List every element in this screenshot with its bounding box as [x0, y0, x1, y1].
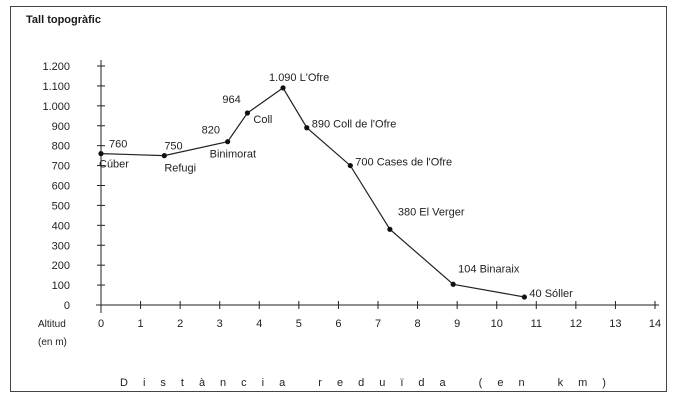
- y-ticks: 0 100 200 300 400 500 600 700 800 900 1.000 1.100 1.…: [42, 61, 105, 312]
- x-tick-label: 12: [570, 318, 582, 330]
- y-tick-label: 100: [52, 280, 70, 292]
- x-tick-label: 8: [415, 318, 421, 330]
- profile-point: [280, 85, 286, 91]
- x-tick-label: 0: [98, 318, 104, 330]
- point-annotation: 380 El Verger: [398, 206, 465, 218]
- point-annotations: 760 Cúber 750 Refugi 820 Binimorat 964 Coll 1.09…: [99, 72, 573, 300]
- y-tick-label: 900: [52, 121, 70, 133]
- profile-point: [387, 226, 393, 232]
- x-tick-label: 14: [649, 318, 661, 330]
- y-tick-label: 600: [52, 181, 70, 193]
- point-annotation: Binimorat: [210, 149, 256, 161]
- y-tick-label: 0: [64, 300, 70, 312]
- point-annotation: 820: [202, 125, 220, 137]
- profile-line: [100, 87, 525, 298]
- y-tick-label: 500: [52, 200, 70, 212]
- point-annotation: 760: [109, 139, 127, 151]
- profile-point: [347, 162, 353, 169]
- profile-point: [304, 125, 310, 131]
- point-annotation: 964: [222, 94, 240, 106]
- y-axis-label-line2: (en m): [38, 337, 67, 348]
- y-tick-label: 1.200: [42, 61, 70, 73]
- x-axis-label: Distància reduïda (en km): [120, 377, 621, 389]
- x-tick-label: 2: [177, 318, 183, 330]
- axes: [96, 60, 659, 313]
- profile-point: [521, 294, 528, 300]
- point-annotation: 40 Sóller: [529, 288, 573, 300]
- y-tick-label: 1.000: [42, 101, 70, 113]
- y-tick-label: 1.100: [42, 81, 70, 93]
- point-annotation: 1.090 L'Ofre: [269, 72, 329, 84]
- chart-title: Tall topogràfic: [26, 14, 101, 26]
- point-annotation: 750: [164, 141, 182, 153]
- y-tick-label: 300: [52, 240, 70, 252]
- point-annotation: Refugi: [164, 163, 196, 175]
- x-tick-label: 1: [138, 318, 144, 330]
- y-tick-label: 800: [52, 141, 70, 153]
- x-tick-label: 11: [531, 318, 542, 330]
- y-tick-label: 200: [52, 260, 70, 272]
- x-tick-label: 6: [335, 318, 341, 330]
- x-tick-label: 13: [609, 318, 621, 330]
- point-annotation: 700 Cases de l'Ofre: [355, 157, 452, 169]
- profile-point: [244, 110, 251, 116]
- x-tick-label: 5: [296, 318, 302, 330]
- y-tick-label: 700: [52, 161, 70, 173]
- point-annotation: Cúber: [99, 159, 129, 171]
- x-ticks: 0 1 2 3 4 5 6 7 8 9 10 11 12 13 14: [98, 301, 661, 330]
- x-tick-label: 9: [454, 318, 460, 330]
- chart-frame: [10, 6, 667, 392]
- point-annotation: 104 Binaraix: [458, 263, 520, 275]
- profile-series: [98, 85, 528, 300]
- x-tick-label: 3: [217, 318, 223, 330]
- profile-point: [98, 151, 104, 157]
- profile-point: [161, 153, 167, 159]
- y-tick-label: 400: [52, 220, 70, 232]
- x-tick-label: 10: [491, 318, 503, 330]
- x-tick-label: 7: [375, 318, 381, 330]
- profile-point: [450, 281, 456, 287]
- point-annotation: 890 Coll de l'Ofre: [312, 119, 397, 131]
- x-tick-label: 4: [256, 318, 262, 330]
- point-annotation: Coll: [253, 114, 272, 126]
- y-axis-label-line1: Altitud: [38, 319, 66, 330]
- profile-point: [225, 139, 231, 145]
